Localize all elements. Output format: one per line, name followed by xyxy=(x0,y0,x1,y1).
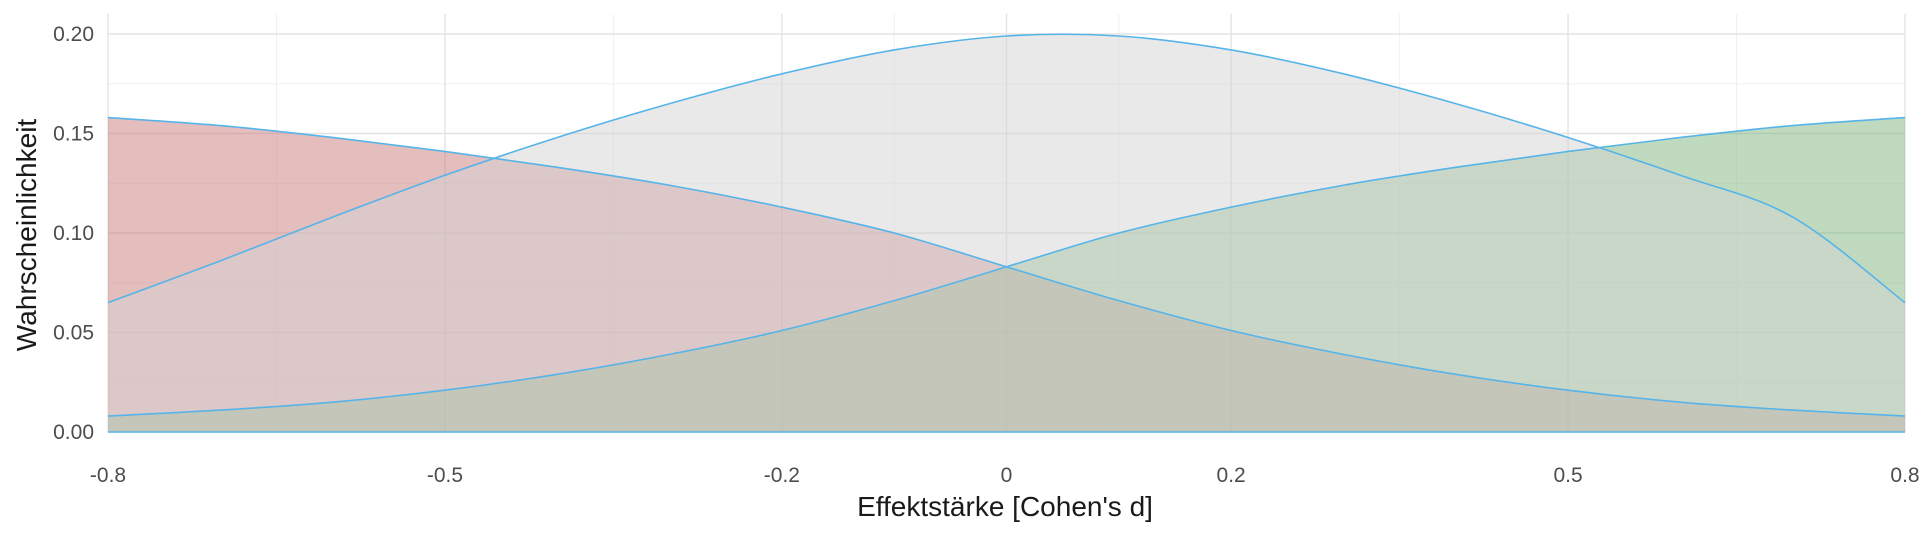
x-tick-label: -0.5 xyxy=(427,464,463,487)
density-outline xyxy=(107,33,1906,304)
y-axis-ticks: 0.00 0.05 0.10 0.15 0.20 xyxy=(53,23,94,444)
y-tick-label: 0.00 xyxy=(53,421,94,444)
x-tick-label: 0 xyxy=(1001,464,1013,487)
x-tick-label: 0.2 xyxy=(1217,464,1246,487)
density-areas xyxy=(108,34,1905,432)
y-axis-title: Wahrscheinlichkeit xyxy=(11,119,42,352)
y-tick-label: 0.15 xyxy=(53,123,94,146)
y-tick-label: 0.20 xyxy=(53,23,94,46)
y-tick-label: 0.05 xyxy=(53,322,94,345)
x-axis-ticks: -0.8 -0.5 -0.2 0 0.2 0.5 0.8 xyxy=(90,464,1920,487)
density-area-grey xyxy=(108,34,1905,432)
x-tick-label: -0.8 xyxy=(90,464,126,487)
y-tick-label: 0.10 xyxy=(53,222,94,245)
x-tick-label: 0.8 xyxy=(1890,464,1919,487)
x-tick-label: -0.2 xyxy=(764,464,800,487)
x-axis-title: Effektstärke [Cohen's d] xyxy=(857,491,1153,522)
density-outline xyxy=(107,116,1906,417)
density-outlines xyxy=(107,33,1906,433)
x-tick-label: 0.5 xyxy=(1553,464,1582,487)
